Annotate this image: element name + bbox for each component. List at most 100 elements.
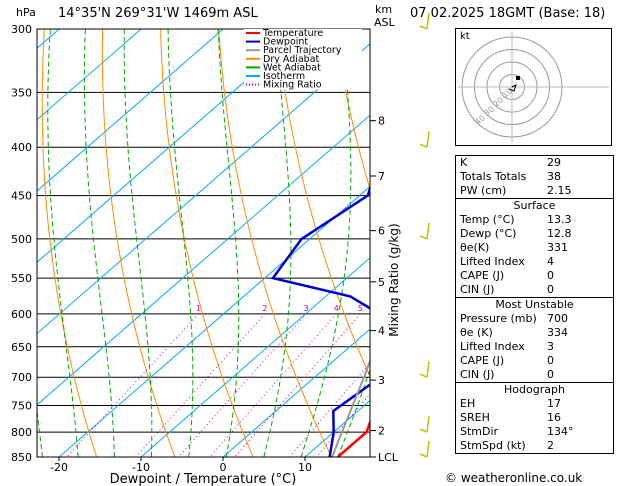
storm-motion-marker <box>516 76 520 80</box>
isotherm-line <box>58 185 370 457</box>
index-row: K 29 <box>456 156 613 170</box>
wind-barb <box>426 131 430 148</box>
most-unstable-title: Most Unstable <box>495 298 574 311</box>
asl-label: ASL <box>374 16 395 29</box>
mixing-ratio-line <box>135 313 266 457</box>
wind-barb <box>426 440 430 458</box>
legend-bg <box>244 63 362 73</box>
mixing-ratio-label: 3 <box>304 304 309 313</box>
hodograph-stat-value: 17 <box>547 397 561 410</box>
surface-row: Temp (°C) 13.3 <box>456 213 613 227</box>
most-unstable-value: 0 <box>547 354 554 367</box>
index-row: PW (cm) 2.15 <box>456 184 613 198</box>
hodograph-stat-label: StmDir <box>460 425 499 438</box>
mixing-ratio-label: 8 <box>410 304 415 313</box>
pressure-tick-label: 400 <box>11 141 32 154</box>
legend-label: Isotherm <box>263 71 305 82</box>
wet-adiabat-line <box>47 29 79 457</box>
km-tick-label: 4 <box>378 325 385 338</box>
index-value: 38 <box>547 170 561 183</box>
dry-adiabat-line <box>334 29 370 191</box>
mixing-ratio-line <box>375 314 445 457</box>
wet-adiabat-line <box>217 29 240 457</box>
wind-barb-flag <box>419 235 428 240</box>
most-unstable-label: CAPE (J) <box>460 354 505 367</box>
surface-label: θe(K) <box>460 241 490 254</box>
wind-barb-flag <box>419 428 428 433</box>
legend-bg <box>244 29 362 38</box>
wet-adiabat-line <box>263 29 292 457</box>
hodograph-stat-row: StmDir 134° <box>456 425 613 439</box>
parcel-trajectory-line <box>331 358 370 457</box>
pressure-tick-label: 550 <box>11 272 32 285</box>
x-axis-label: Dewpoint / Temperature (°C) <box>110 472 297 486</box>
legend-label: Parcel Trajectory <box>263 45 342 56</box>
surface-label: Dewp (°C) <box>460 227 517 240</box>
km-tick-label: 8 <box>378 115 385 128</box>
pressure-tick-label: 600 <box>11 308 32 321</box>
most-unstable-row: CIN (J) 0 <box>456 368 613 382</box>
hpa-label: hPa <box>16 6 36 19</box>
km-tick-label: 3 <box>378 374 385 387</box>
pressure-tick-label: 350 <box>11 86 32 99</box>
km-label: km <box>375 3 393 16</box>
most-unstable-label: CIN (J) <box>460 368 495 381</box>
dry-adiabat-line <box>101 29 176 457</box>
surface-row: Lifted Index 4 <box>456 255 613 269</box>
pressure-tick-label: 750 <box>11 400 32 413</box>
mixing-ratio-label: 1 <box>196 304 201 313</box>
index-label: K <box>460 156 468 169</box>
index-value: 29 <box>547 156 561 169</box>
legend-bg <box>244 80 362 90</box>
temp-tick-label: 0 <box>220 461 227 474</box>
isotherm-line <box>304 399 370 457</box>
indices-panel: K 29 Totals Totals 38 PW (cm) 2.15 Surface Te… <box>455 155 614 454</box>
index-label: PW (cm) <box>460 184 507 197</box>
legend-bg <box>244 54 362 64</box>
hodograph-kt-label: kt <box>460 31 470 42</box>
most-unstable-row: CAPE (J) 0 <box>456 354 613 368</box>
most-unstable-label: Pressure (mb) <box>460 312 537 325</box>
hodograph-stat-value: 2 <box>547 439 554 452</box>
dewpoint-line <box>270 183 370 457</box>
hodograph-stat-label: SREH <box>460 411 490 424</box>
surface-row: θe(K) 331 <box>456 241 613 255</box>
most-unstable-row: θe (K) 334 <box>456 326 613 340</box>
surface-value: 4 <box>547 255 554 268</box>
hodograph-stat-value: 16 <box>547 411 561 424</box>
surface-row: CIN (J) 0 <box>456 283 613 297</box>
most-unstable-value: 334 <box>547 326 568 339</box>
most-unstable-label: Lifted Index <box>460 340 525 353</box>
mixing-ratio-line <box>234 313 361 457</box>
dry-adiabat-line <box>41 29 98 457</box>
surface-value: 13.3 <box>547 213 572 226</box>
wind-barb-flag <box>419 453 428 458</box>
footer-credit[interactable]: © weatheronline.co.uk <box>445 471 583 485</box>
most-unstable-value: 0 <box>547 368 554 381</box>
pressure-tick-label: 800 <box>11 426 32 439</box>
surface-section: Surface Temp (°C) 13.3 Dewp (°C) 12.8 θe(K) 3… <box>456 198 613 297</box>
km-tick-label: 6 <box>378 225 385 238</box>
hodograph-stat-label: StmSpd (kt) <box>460 439 526 452</box>
wind-barb-flag <box>419 143 428 148</box>
mixing-ratio-line <box>404 314 445 457</box>
legend-label: Dewpoint <box>263 37 308 48</box>
mixing-ratio-axis-label: Mixing Ratio (g/kg) <box>387 223 401 336</box>
legend-label: Wet Adiabat <box>263 62 321 73</box>
mixing-ratio-line <box>433 314 445 457</box>
hodograph-stats-section: Hodograph EH 17 SREH 16 StmDir 134° StmSpd (kt… <box>456 382 613 453</box>
wet-adiabat-line <box>410 29 445 457</box>
legend-label: Temperature <box>262 28 323 39</box>
surface-label: Temp (°C) <box>460 213 515 226</box>
temp-tick-label: -10 <box>132 461 150 474</box>
wind-barb <box>426 415 430 433</box>
legend-bg <box>244 37 362 47</box>
wind-barb <box>426 222 430 240</box>
isotherm-line <box>37 29 306 263</box>
km-tick-label: 7 <box>378 170 385 183</box>
wet-adiabat-line <box>83 29 115 457</box>
most-unstable-section: Most Unstable Pressure (mb) 700 θe (K) 334 L… <box>456 297 613 382</box>
dry-adiabat-line <box>276 29 370 378</box>
most-unstable-value: 3 <box>547 340 554 353</box>
